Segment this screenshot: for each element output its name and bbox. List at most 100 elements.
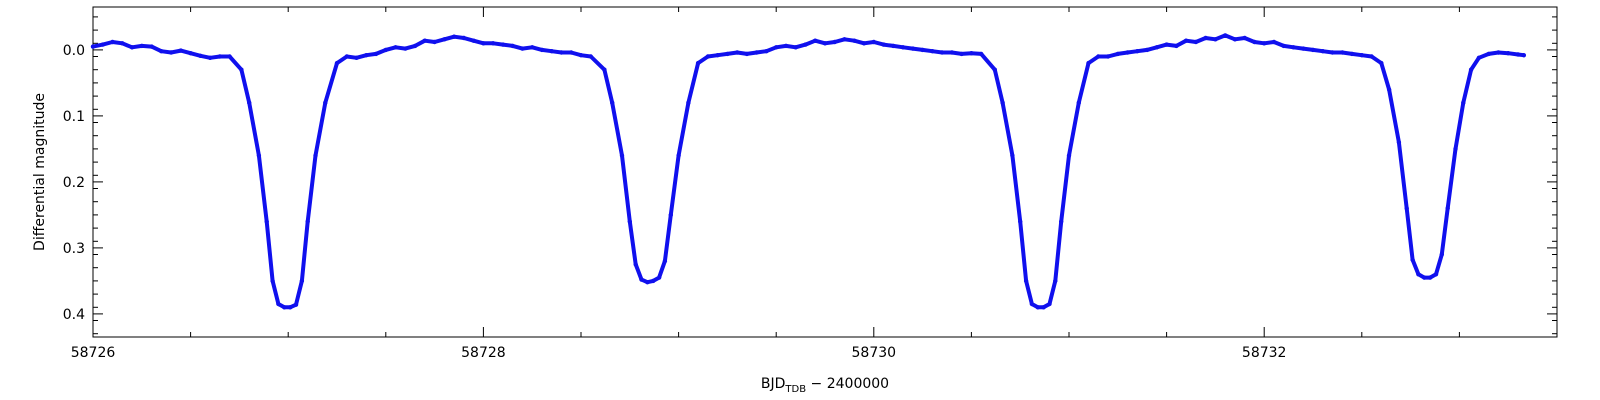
x-tick-label: 58726 (71, 345, 116, 361)
data-point (1476, 55, 1482, 60)
data-point (198, 53, 203, 58)
data-point (264, 219, 269, 224)
data-point (861, 41, 867, 46)
data-point (1453, 146, 1458, 152)
data-point (1096, 54, 1101, 59)
data-point (668, 212, 673, 218)
data-point (1359, 53, 1365, 58)
data-point (373, 51, 379, 57)
data-point (471, 38, 476, 43)
data-point (1135, 49, 1140, 54)
data-point (627, 219, 632, 224)
data-point (705, 54, 711, 59)
data-point (1461, 100, 1466, 105)
data-point (364, 53, 369, 58)
data-point (344, 54, 349, 59)
data-point (120, 41, 125, 46)
data-point (1076, 100, 1082, 105)
data-point (1340, 50, 1345, 55)
data-point (1213, 37, 1218, 42)
data-point (491, 41, 496, 46)
data-point (852, 38, 857, 43)
data-point (334, 60, 340, 66)
data-point (578, 53, 584, 58)
data-point (188, 51, 193, 56)
data-point (1310, 47, 1316, 53)
data-point (256, 153, 262, 158)
data-point (520, 46, 525, 51)
data-point (1154, 45, 1160, 50)
data-point (305, 219, 310, 224)
data-point (900, 45, 906, 50)
data-point (1018, 219, 1023, 224)
data-point (1349, 51, 1355, 57)
x-axis-label-subscript: TDB (784, 384, 806, 395)
data-point (633, 262, 638, 267)
data-point (393, 45, 398, 50)
data-point (1144, 47, 1150, 53)
data-point (1515, 52, 1521, 57)
data-point (539, 47, 545, 53)
x-axis-label-suffix: − 2400000 (806, 376, 889, 392)
data-point (992, 67, 997, 72)
data-point (1252, 39, 1257, 45)
y-tick-label: 0.1 (63, 109, 85, 125)
data-point (1183, 38, 1189, 43)
data-point (842, 37, 847, 42)
data-point (949, 50, 955, 55)
data-point (549, 49, 554, 54)
data-point (744, 51, 750, 57)
data-point (354, 55, 359, 60)
data-point (500, 42, 506, 47)
data-point (1066, 153, 1072, 158)
data-point (1023, 278, 1029, 284)
data-point (207, 55, 213, 60)
data-point (1410, 257, 1415, 262)
data-point (1174, 43, 1179, 49)
data-point (432, 39, 437, 45)
data-point (288, 305, 293, 310)
data-point (920, 47, 925, 53)
data-point (639, 277, 644, 282)
data-point (1416, 272, 1421, 277)
data-point (695, 60, 701, 66)
data-point (783, 43, 789, 49)
data-point (676, 153, 681, 158)
data-point (530, 45, 535, 50)
data-point (1521, 53, 1527, 58)
data-point (149, 44, 154, 49)
data-point (323, 100, 328, 105)
data-point (832, 39, 837, 45)
data-point (871, 39, 876, 45)
data-point (1433, 272, 1439, 277)
data-point (1439, 252, 1445, 257)
data-point (1232, 37, 1238, 42)
data-point (293, 302, 299, 307)
x-tick-label: 58730 (852, 345, 897, 361)
data-point (1035, 305, 1041, 310)
data-point (313, 153, 318, 158)
data-point (774, 45, 779, 50)
data-point (1506, 51, 1511, 56)
x-tick-label: 58728 (461, 345, 506, 361)
data-point (1193, 39, 1199, 45)
data-point (803, 42, 808, 47)
data-point (247, 100, 252, 105)
data-point (793, 45, 798, 50)
data-point (656, 275, 662, 280)
data-point (930, 49, 935, 54)
data-point (1468, 67, 1474, 72)
data-point (754, 50, 759, 55)
data-point (939, 50, 945, 55)
data-point (1301, 46, 1306, 51)
data-point (422, 38, 427, 43)
data-point (662, 258, 668, 264)
data-point (1203, 35, 1208, 41)
data-point (442, 37, 447, 42)
x-axis-ticks: 58726 58728 58730 58732 (71, 7, 1558, 361)
data-point (510, 43, 515, 49)
data-point (1010, 153, 1015, 158)
data-point (602, 67, 607, 72)
data-point (891, 43, 896, 49)
